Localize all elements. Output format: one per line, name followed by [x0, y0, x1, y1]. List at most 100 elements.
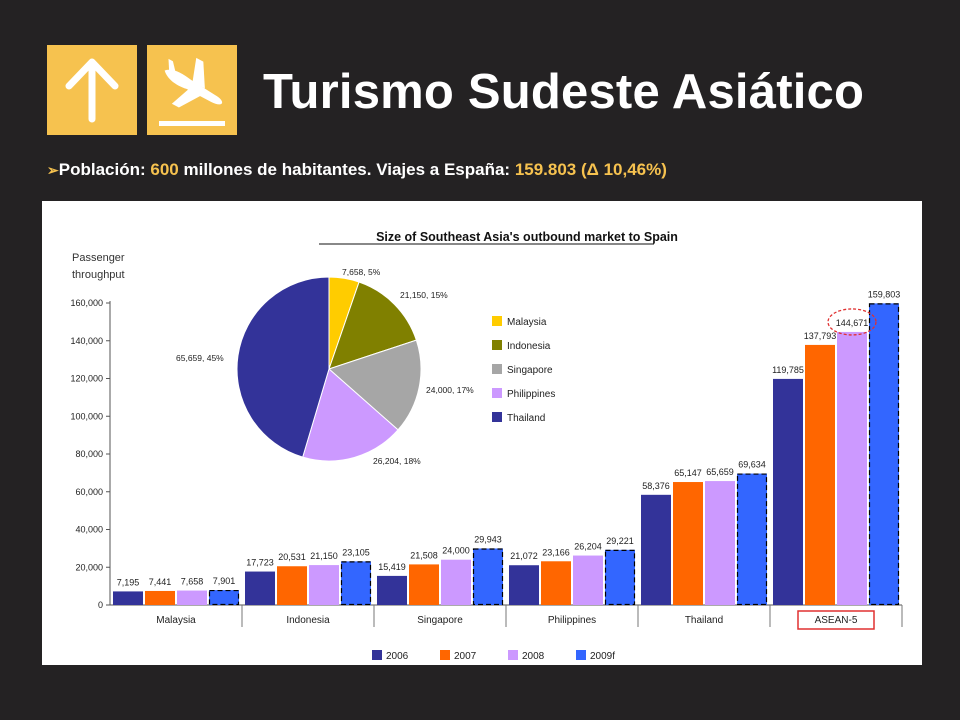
legend-label-2008: 2008: [522, 651, 545, 662]
legend-swatch-2008: [508, 650, 518, 660]
bar-2007-singapore: [409, 564, 439, 605]
data-label: 29,943: [474, 534, 502, 544]
bar-2009f-indonesia: [341, 561, 371, 605]
data-label: 21,150: [310, 551, 338, 561]
pie-legend-swatch-malaysia: [492, 316, 502, 326]
pie-legend-swatch-philippines: [492, 388, 502, 398]
pie-label-malaysia: 7,658, 5%: [342, 267, 381, 277]
bar-2009f-thailand: [737, 473, 767, 605]
category-label: Singapore: [417, 615, 463, 626]
category-label: Malaysia: [156, 615, 196, 626]
legend-swatch-2006: [372, 650, 382, 660]
y-tick-label: 120,000: [70, 374, 103, 384]
pie-slice-thailand: [236, 276, 330, 458]
bar-forecast-outline: [472, 548, 504, 606]
y-tick-label: 20,000: [75, 562, 103, 572]
category-label: Indonesia: [286, 615, 330, 626]
bar-forecast-outline: [604, 549, 636, 606]
data-label: 21,072: [510, 551, 538, 561]
bar-2007-malaysia: [145, 590, 175, 605]
slide-title: Turismo Sudeste Asiático: [263, 65, 865, 119]
data-label: 17,723: [246, 558, 274, 568]
bar-2008-singapore: [441, 559, 471, 605]
bar-2008-indonesia: [309, 565, 339, 605]
data-label: 7,901: [213, 576, 236, 586]
slide-subtitle: ➢Población: 600 millones de habitantes. …: [47, 160, 667, 180]
chart-title: Size of Southeast Asia's outbound market…: [376, 230, 678, 244]
bar-2006-singapore: [377, 575, 407, 605]
bar-2008-asean-5: [837, 331, 867, 605]
y-tick-label: 0: [98, 600, 103, 610]
bar-2006-asean-5: [773, 378, 803, 605]
data-label: 23,105: [342, 547, 370, 557]
pie-legend-swatch-indonesia: [492, 340, 502, 350]
pie-label-thailand: 65,659, 45%: [176, 353, 224, 363]
category-label: ASEAN-5: [815, 615, 858, 626]
highlight-box: [797, 610, 875, 630]
bar-forecast-outline: [868, 303, 900, 606]
data-label: 21,508: [410, 550, 438, 560]
legend-label-2009f: 2009f: [590, 651, 615, 662]
bar-2009f-singapore: [473, 548, 503, 605]
bar-forecast-outline: [340, 561, 372, 606]
bar-2006-malaysia: [113, 591, 143, 605]
data-label: 69,634: [738, 460, 766, 470]
data-label: 119,785: [772, 365, 804, 375]
legend-label-2007: 2007: [454, 651, 477, 662]
pie-legend-swatch-singapore: [492, 364, 502, 374]
data-label: 24,000: [442, 546, 470, 556]
data-label: 159,803: [868, 289, 901, 299]
y-tick-label: 60,000: [75, 487, 103, 497]
pie-label-singapore: 24,000, 17%: [426, 385, 474, 395]
data-label: 7,658: [181, 577, 204, 587]
bar-2006-thailand: [641, 494, 671, 605]
plane-landing-icon: [147, 45, 237, 135]
y-tick-label: 40,000: [75, 525, 103, 535]
pie-label-philippines: 26,204, 18%: [373, 456, 421, 466]
data-label: 23,166: [542, 547, 570, 557]
bar-2007-thailand: [673, 482, 703, 605]
bar-2009f-asean-5: [869, 303, 899, 605]
bar-2008-thailand: [705, 481, 735, 605]
bar-2008-malaysia: [177, 590, 207, 605]
data-label: 15,419: [378, 562, 406, 572]
y-tick-label: 160,000: [70, 298, 103, 308]
data-label: 29,221: [606, 536, 634, 546]
pie-legend-label-singapore: Singapore: [507, 365, 553, 376]
legend-swatch-2007: [440, 650, 450, 660]
data-label: 58,376: [642, 481, 670, 491]
bar-2006-philippines: [509, 565, 539, 605]
population-label: Población:: [58, 160, 146, 179]
legend-swatch-2009f: [576, 650, 586, 660]
pie-legend-swatch-thailand: [492, 412, 502, 422]
y-tick-label: 140,000: [70, 336, 103, 346]
pie-legend-label-malaysia: Malaysia: [507, 317, 547, 328]
data-label: 65,147: [674, 468, 702, 478]
bar-2009f-philippines: [605, 549, 635, 605]
category-label: Thailand: [685, 615, 723, 626]
population-value: 600: [150, 160, 179, 179]
y-axis-label-line2: throughput: [72, 269, 125, 281]
bullet-arrow: ➢: [47, 162, 59, 178]
data-label: 20,531: [278, 552, 306, 562]
y-tick-label: 100,000: [70, 411, 103, 421]
trips-value: 159.803 (Δ 10,46%): [514, 160, 667, 179]
data-label: 7,441: [149, 577, 172, 587]
pie-legend-label-indonesia: Indonesia: [507, 341, 551, 352]
arrow-up-icon: [47, 45, 137, 135]
pie-label-indonesia: 21,150, 15%: [400, 290, 448, 300]
bar-2009f-malaysia: [209, 590, 239, 605]
legend-label-2006: 2006: [386, 651, 409, 662]
y-tick-label: 80,000: [75, 449, 103, 459]
y-axis-label-line1: Passenger: [72, 252, 125, 264]
bar-2006-indonesia: [245, 571, 275, 605]
pie-legend-label-philippines: Philippines: [507, 389, 555, 400]
population-rest: millones de habitantes. Viajes a España:: [183, 160, 511, 179]
chart-svg: Size of Southeast Asia's outbound market…: [70, 230, 903, 662]
data-label: 137,793: [804, 331, 837, 341]
data-label: 65,659: [706, 467, 734, 477]
chart-panel: Size of Southeast Asia's outbound market…: [42, 201, 922, 665]
bar-2007-indonesia: [277, 566, 307, 605]
pie-legend-label-thailand: Thailand: [507, 413, 545, 424]
pie-slice-singapore: [328, 339, 422, 431]
